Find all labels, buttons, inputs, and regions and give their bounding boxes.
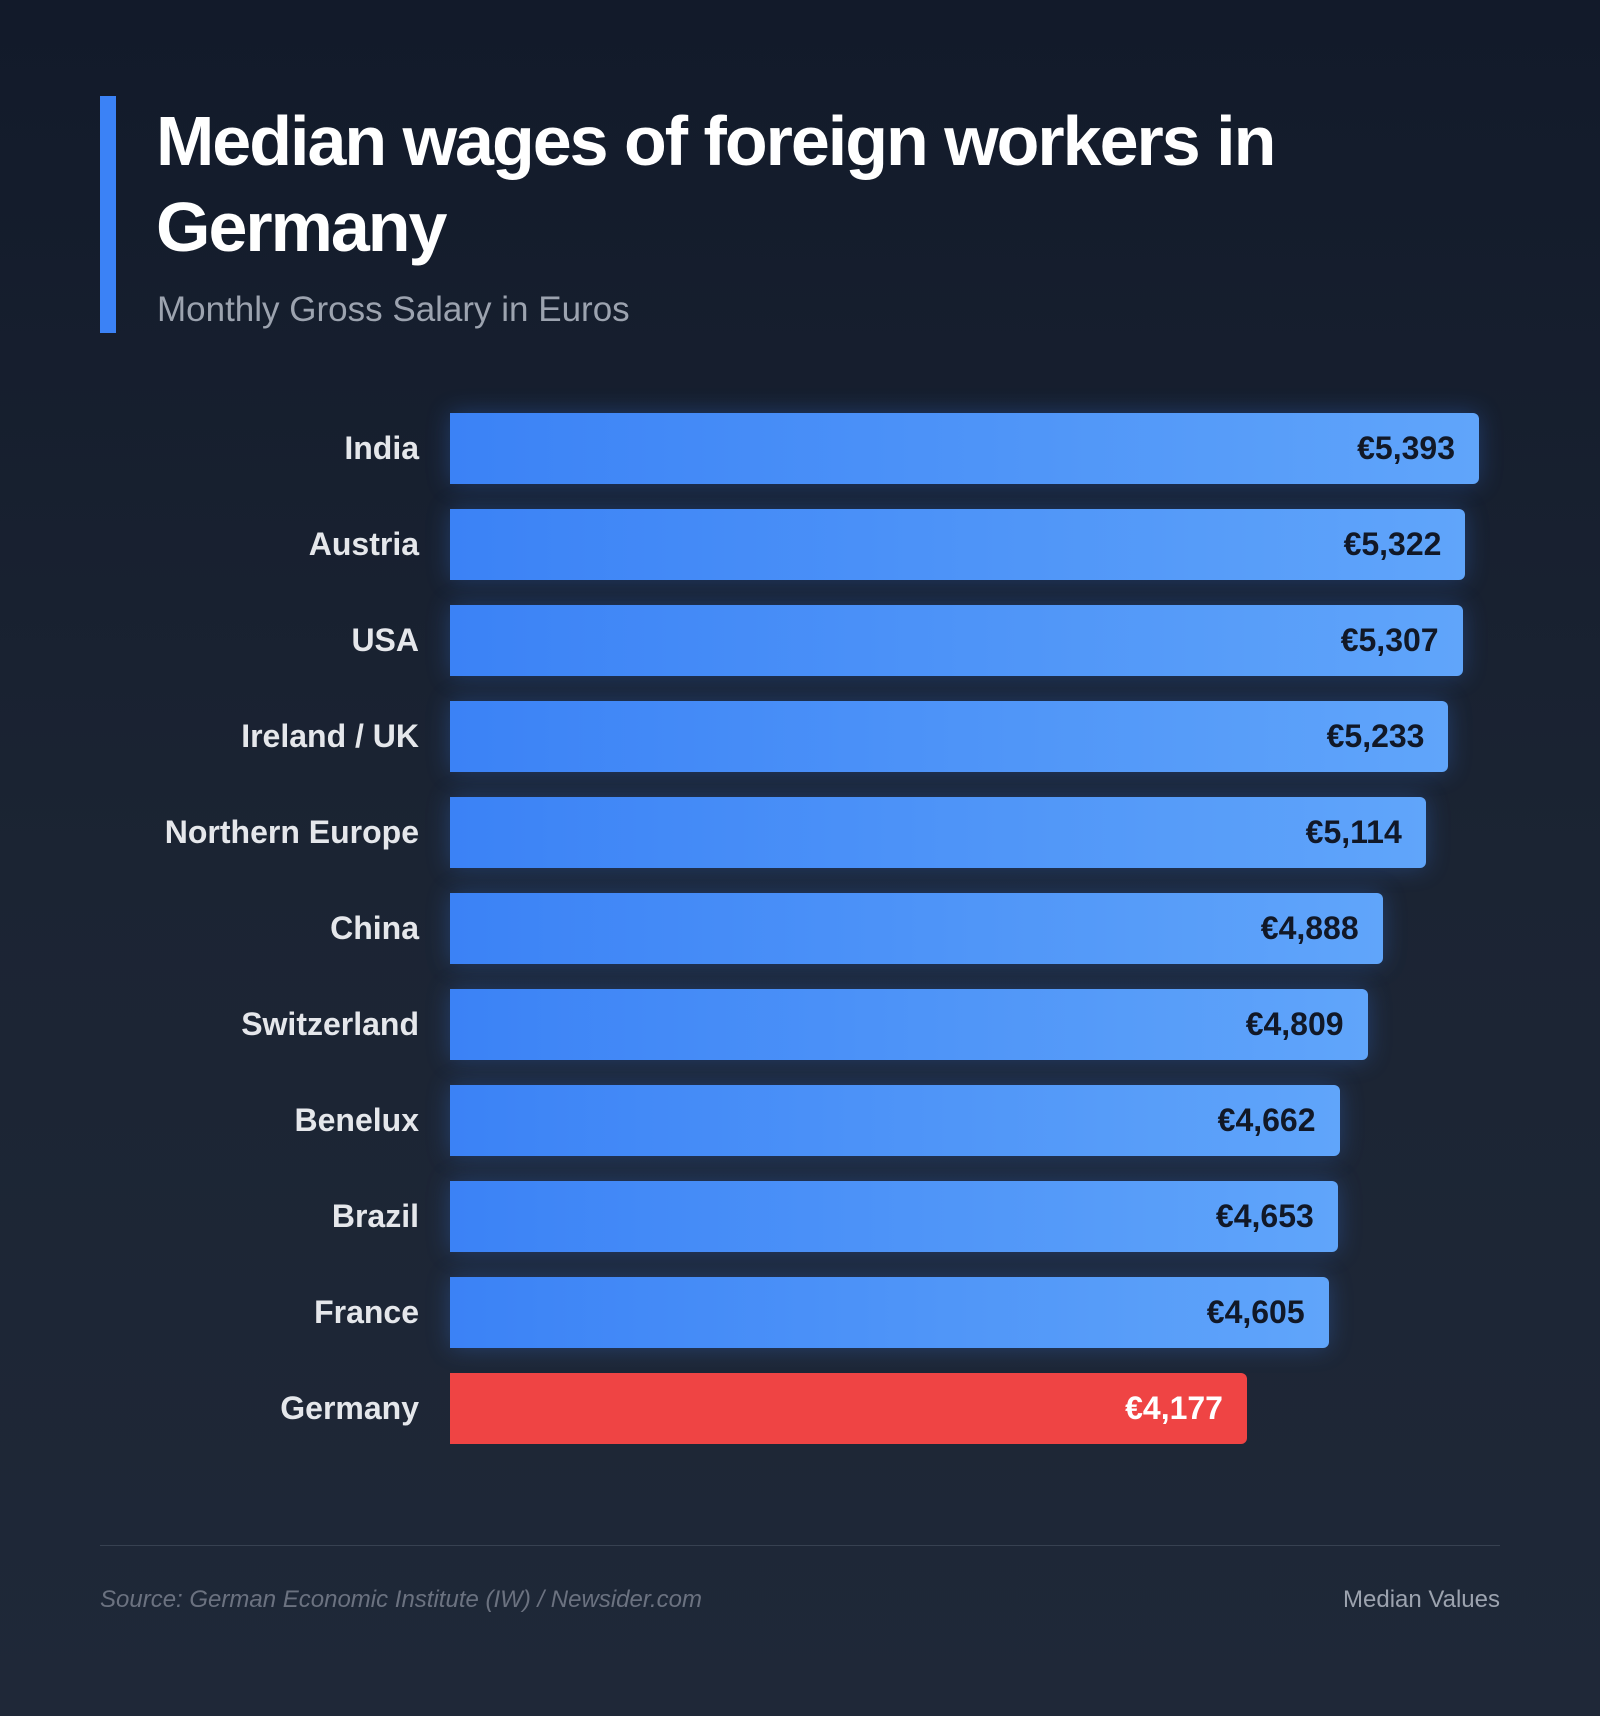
category-label: Northern Europe bbox=[164, 814, 419, 850]
category-label: Brazil bbox=[331, 1198, 419, 1234]
bar-austria: €5,322 bbox=[450, 509, 1466, 580]
footer-divider bbox=[100, 1545, 1500, 1546]
category-label: Benelux bbox=[294, 1102, 419, 1138]
value-label: €5,114 bbox=[1305, 814, 1402, 850]
bar-northern-europe: €5,114 bbox=[450, 797, 1426, 868]
bar-france: €4,605 bbox=[450, 1277, 1329, 1348]
value-label: €4,605 bbox=[1206, 1294, 1305, 1330]
median-values-note: Median Values bbox=[1343, 1586, 1500, 1613]
bar-usa: €5,307 bbox=[450, 605, 1463, 676]
value-label: €4,177 bbox=[1125, 1390, 1223, 1426]
value-label: €5,393 bbox=[1357, 430, 1455, 466]
category-label: Austria bbox=[308, 526, 419, 562]
source-text: Source: German Economic Institute (IW) /… bbox=[100, 1586, 702, 1613]
category-label: India bbox=[344, 430, 419, 466]
value-label: €4,662 bbox=[1217, 1102, 1316, 1138]
category-label: Switzerland bbox=[241, 1006, 419, 1042]
category-label: Ireland / UK bbox=[241, 718, 419, 754]
value-label: €4,888 bbox=[1260, 910, 1359, 946]
value-label: €4,809 bbox=[1245, 1006, 1344, 1042]
bar-ireland-uk: €5,233 bbox=[450, 701, 1449, 772]
category-label: Germany bbox=[280, 1390, 419, 1426]
chart-subtitle: Monthly Gross Salary in Euros bbox=[157, 290, 630, 329]
bar-india: €5,393 bbox=[450, 413, 1479, 484]
title-accent-bar bbox=[100, 96, 116, 333]
value-label: €5,322 bbox=[1343, 526, 1442, 562]
category-label: France bbox=[314, 1294, 419, 1330]
value-label: €5,233 bbox=[1326, 718, 1425, 754]
category-label: USA bbox=[351, 622, 419, 658]
bar-china: €4,888 bbox=[450, 893, 1383, 964]
chart-title: Median wages of foreign workers in Germa… bbox=[156, 102, 1276, 266]
value-label: €5,307 bbox=[1340, 622, 1439, 658]
category-label: China bbox=[330, 910, 419, 946]
value-label: €4,653 bbox=[1215, 1198, 1314, 1234]
bar-brazil: €4,653 bbox=[450, 1181, 1338, 1252]
bar-switzerland: €4,809 bbox=[450, 989, 1368, 1060]
bar-chart: India €5,393 Austria €5,322 USA €5,307 Ireland… bbox=[164, 413, 1479, 1444]
bar-benelux: €4,662 bbox=[450, 1085, 1340, 1156]
bar-germany: €4,177 bbox=[450, 1373, 1247, 1444]
